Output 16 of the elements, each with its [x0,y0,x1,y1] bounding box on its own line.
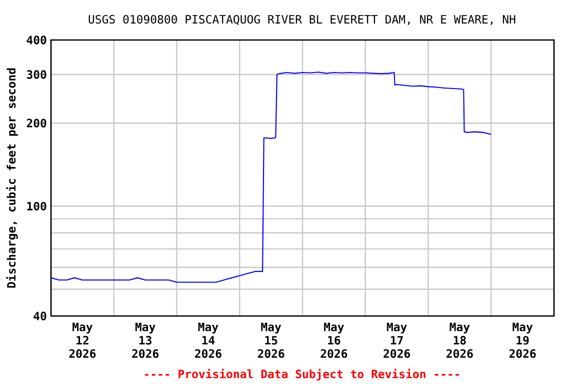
x-tick-label: May 19 2026 [509,322,536,358]
y-tick-label: 40 [34,311,46,320]
y-tick-label: 400 [26,36,46,44]
y-tick-label: 300 [26,70,46,79]
x-tick-label: May 13 2026 [132,322,158,358]
y-tick-label: 100 [27,202,46,210]
x-tick-label: May 18 2026 [446,322,473,358]
y-axis-title: Discharge, cubic feet per second [6,68,18,288]
x-tick-label: May 16 2026 [320,322,348,358]
text: ---- Provisional Data Subject to Revision ---- [144,368,460,380]
x-tick-label: May 14 2026 [195,322,222,358]
y-tick-label: 200 [26,118,46,128]
chart-title: USGS 01090800 PISCATAQUOG RIVER BL EVERETT DAM, NR E WEARE, NH [88,14,516,25]
x-tick-label: May 12 2026 [69,322,96,358]
x-tick-label: May 17 2026 [384,322,410,358]
x-tick-label: May 15 2026 [258,322,284,358]
